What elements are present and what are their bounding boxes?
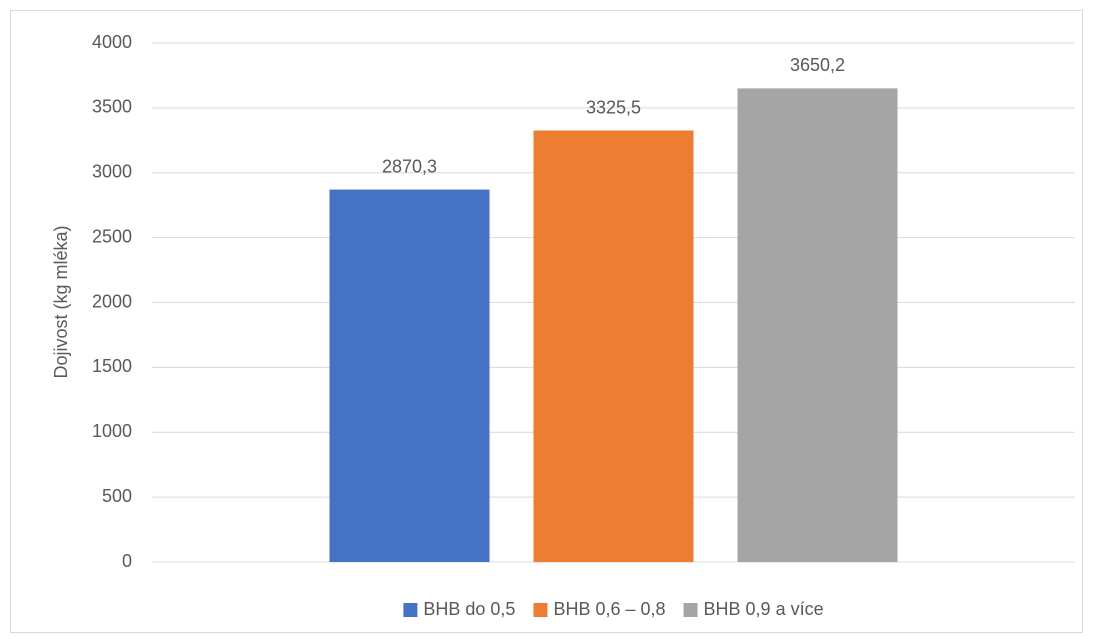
data-label: 2870,3 <box>382 156 437 176</box>
legend-swatch <box>403 603 418 617</box>
data-label: 3650,2 <box>790 55 845 75</box>
legend-label: BHB 0,6 – 0,8 <box>553 599 665 619</box>
y-tick-label: 500 <box>102 486 132 506</box>
y-tick-label: 0 <box>122 551 132 571</box>
y-tick-label: 2000 <box>92 291 132 311</box>
bar <box>329 189 490 563</box>
legend-swatch <box>683 603 698 617</box>
legend-label: BHB do 0,5 <box>423 599 515 619</box>
bar <box>737 88 898 563</box>
data-label: 3325,5 <box>586 97 641 117</box>
legend-swatch <box>533 603 548 617</box>
legend-label: BHB 0,9 a více <box>704 599 824 619</box>
y-axis-label: Dojivost (kg mléka) <box>51 225 71 378</box>
y-tick-label: 4000 <box>92 32 132 52</box>
y-tick-label: 1500 <box>92 356 132 376</box>
y-tick-label: 1000 <box>92 421 132 441</box>
y-tick-label: 3000 <box>92 162 132 182</box>
y-tick-label: 2500 <box>92 226 132 246</box>
y-tick-label: 3500 <box>92 97 132 117</box>
bar <box>533 130 694 563</box>
